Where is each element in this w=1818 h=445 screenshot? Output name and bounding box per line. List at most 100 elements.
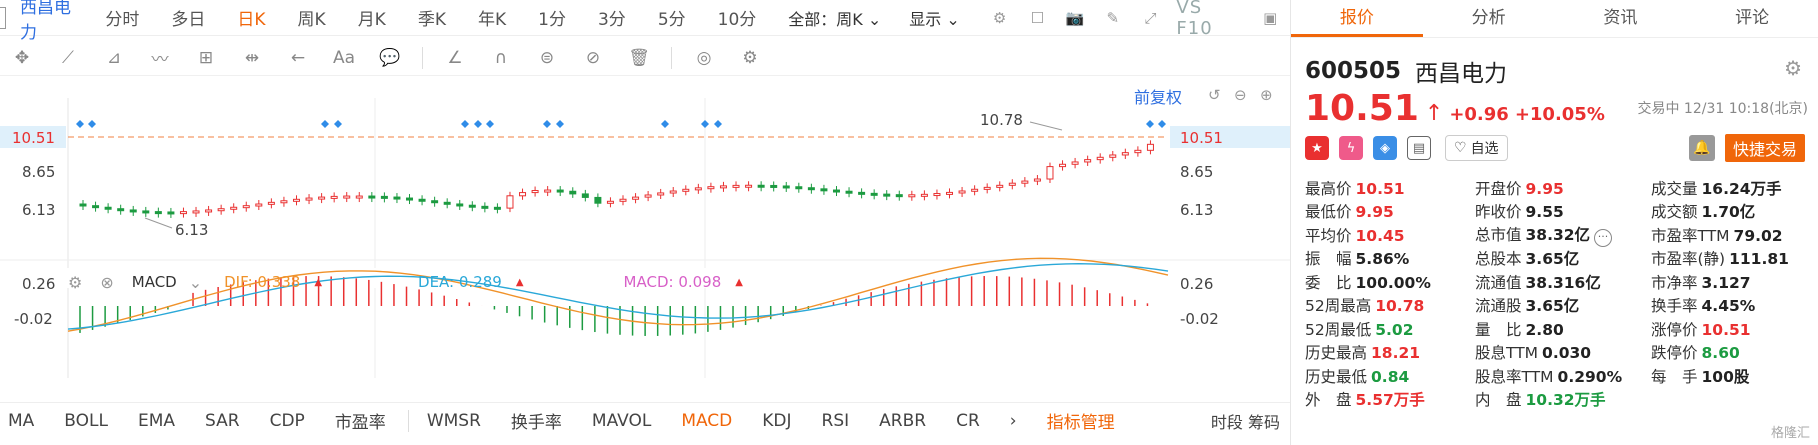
display-select[interactable]: 显示 ⌄ (909, 9, 960, 29)
pen-icon[interactable]: ✎ (1106, 8, 1120, 27)
period-tab[interactable]: 月K (357, 10, 386, 30)
arrow-tool-icon[interactable]: ← (290, 47, 306, 68)
candle-body (1096, 156, 1104, 161)
indicator-tab[interactable]: MAVOL (591, 410, 652, 431)
indicator-tab[interactable]: 换手率 (510, 413, 562, 433)
indicator-tab[interactable]: SAR (205, 410, 240, 431)
lock-icon[interactable]: ⊜ (539, 47, 555, 68)
low-label: 6.13 (175, 221, 208, 239)
panel-tab[interactable]: 分析 (1471, 8, 1506, 28)
panel-tab[interactable]: 资讯 (1603, 8, 1638, 28)
quote-cell: 历史最高 18.21 (1305, 341, 1475, 363)
indicator-tab[interactable]: MA (8, 410, 35, 431)
chevron-down-icon[interactable]: ⌄ (188, 272, 203, 292)
hide-icon[interactable]: ⊘ (585, 47, 601, 68)
panel-tab[interactable]: 报价 (1291, 0, 1423, 37)
indicator-tab[interactable]: ARBR (879, 410, 927, 431)
compare-icon[interactable]: ◎ (696, 47, 712, 68)
period-tab[interactable]: 分时 (105, 10, 140, 30)
watchlist-button[interactable]: ♡ 自选 (1445, 135, 1508, 161)
trash-icon[interactable]: 🗑 (628, 47, 650, 68)
chevron-right-icon[interactable]: › (1009, 410, 1017, 431)
range-tool-icon[interactable]: ⇹ (244, 47, 260, 68)
settings-icon[interactable]: ⚙ (68, 272, 83, 292)
tag-icon[interactable]: ◈ (1373, 136, 1397, 160)
undo-icon[interactable]: ↺ (1208, 86, 1221, 104)
indicator-tab[interactable]: BOLL (64, 410, 108, 431)
candle-body (845, 190, 853, 194)
candle-body (531, 190, 539, 194)
candle-body (305, 197, 313, 201)
period-tab[interactable]: 1分 (538, 10, 566, 30)
indicator-manage-button[interactable]: 指标管理 (1046, 413, 1115, 433)
wave-tool-icon[interactable]: 〰 (151, 50, 169, 70)
line-tool-icon[interactable]: ⟋ (62, 47, 74, 68)
period-tab[interactable]: 3分 (597, 10, 626, 30)
period-tab[interactable]: 10分 (717, 10, 757, 30)
drawing-toolbar: ✥ ⟋ ⊿ 〰 ⊞ ⇹ ← Aa 💬 ∠ ∩ ⊜ ⊘ 🗑 ◎ ⚙ (0, 40, 1290, 76)
candle-body (832, 189, 840, 193)
period-tab[interactable]: 年K (478, 10, 507, 30)
period-chip-tabs[interactable]: 时段 筹码 (1210, 412, 1280, 432)
quote-value: 3.65亿 (1525, 250, 1580, 269)
comment-tool-icon[interactable]: 💬 (379, 47, 401, 68)
square-icon[interactable]: ☐ (1030, 8, 1045, 27)
candle-body (996, 184, 1004, 188)
zoom-in-icon[interactable]: ⊕ (1260, 86, 1273, 104)
draw-settings-icon[interactable]: ⚙ (742, 47, 758, 68)
candle-body (230, 206, 238, 210)
more-icon[interactable]: ··· (1594, 228, 1613, 247)
note-icon[interactable]: ▤ (1407, 136, 1431, 160)
panel-toggle-icon[interactable]: ▣ (1263, 8, 1278, 27)
indicator-tab[interactable]: CR (956, 410, 980, 431)
quote-cell: 最低价 9.95 (1305, 200, 1475, 222)
indicator-tab[interactable]: 市盈率 (334, 413, 386, 433)
all-period-select[interactable]: 全部：周K ⌄ (788, 9, 882, 29)
fuquan-button[interactable]: 前复权 (1134, 88, 1183, 107)
candle-body (795, 186, 803, 190)
quote-label: 振 幅 (1305, 250, 1352, 269)
macd-name[interactable]: MACD (131, 273, 177, 291)
fullscreen-icon[interactable]: ⤢ (1144, 8, 1157, 27)
indicator-tab[interactable]: EMA (137, 410, 176, 431)
indicator-tab[interactable]: CDP (269, 410, 305, 431)
period-tab[interactable]: 季K (417, 10, 446, 30)
bell-icon[interactable]: 🔔 (1688, 135, 1715, 161)
period-tab[interactable]: 多日 (171, 10, 206, 30)
quote-value: 100股 (1701, 367, 1750, 386)
period-tabs: 分时 多日 日K 周K 月K 季K 年K 1分 3分 5分 10分 (105, 5, 788, 30)
move-icon[interactable]: ✥ (14, 47, 30, 68)
vs-f10-button[interactable]: VS F10 (1176, 0, 1213, 39)
period-tab[interactable]: 5分 (657, 10, 686, 30)
quote-value: 9.95 (1355, 203, 1394, 222)
zoom-out-icon[interactable]: ⊖ (1234, 86, 1247, 104)
candle-body (431, 200, 439, 204)
fib-tool-icon[interactable]: ⊞ (198, 47, 214, 68)
chart-canvas[interactable]: 10.51 10.51 8.65 8.65 6.13 6.13 10.78 6.13 0.26 0… (0, 78, 1290, 398)
candle-body (895, 194, 903, 198)
period-tab[interactable]: 周K (297, 10, 326, 30)
quick-trade-button[interactable]: 快捷交易 (1724, 134, 1805, 162)
indicator-tab[interactable]: RSI (821, 410, 850, 431)
chevron-down-icon: ⌄ (867, 9, 882, 29)
magnet-icon[interactable]: ∩ (494, 47, 508, 68)
quote-value: 5.02 (1375, 320, 1414, 339)
channel-tool-icon[interactable]: ⊿ (106, 47, 122, 68)
quote-cell: 振 幅 5.86% (1305, 247, 1475, 269)
heart-icon: ♡ (1454, 140, 1467, 156)
close-icon[interactable]: ⊗ (100, 272, 114, 292)
period-tab[interactable]: 日K (237, 10, 266, 30)
panel-tab[interactable]: 评论 (1735, 8, 1770, 28)
kline-chart[interactable]: 10.51 10.51 8.65 8.65 6.13 6.13 10.78 6.13 0.26 0… (0, 78, 1290, 398)
text-tool-icon[interactable]: Aa (332, 47, 356, 68)
settings-icon[interactable]: ⚙ (992, 8, 1007, 27)
stock-name[interactable]: 西昌电力 (19, 0, 71, 43)
quote-label: 成交额 (1651, 203, 1698, 222)
angle-tool-icon[interactable]: ∠ (447, 47, 463, 68)
gear-icon[interactable]: ⚙ (1784, 56, 1802, 80)
indicator-tab[interactable]: MACD (681, 410, 733, 431)
indicator-tab[interactable]: KDJ (762, 410, 792, 431)
lightning-icon[interactable]: ϟ (1339, 136, 1363, 160)
indicator-tab[interactable]: WMSR (426, 410, 481, 431)
camera-icon[interactable]: 📷 (1065, 8, 1085, 27)
